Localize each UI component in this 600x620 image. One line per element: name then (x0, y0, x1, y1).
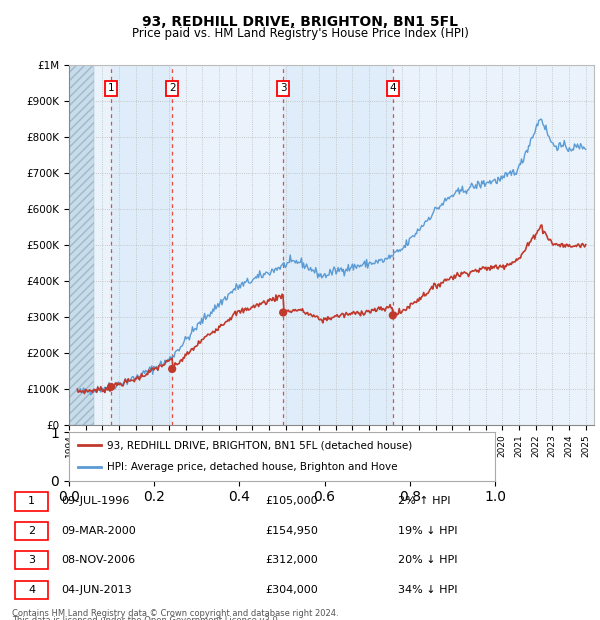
Text: 09-MAR-2000: 09-MAR-2000 (61, 526, 136, 536)
Text: 09-JUL-1996: 09-JUL-1996 (61, 497, 130, 507)
Text: 2% ↑ HPI: 2% ↑ HPI (398, 497, 451, 507)
Text: 08-NOV-2006: 08-NOV-2006 (61, 556, 135, 565)
Text: £304,000: £304,000 (265, 585, 318, 595)
Text: 93, REDHILL DRIVE, BRIGHTON, BN1 5FL (detached house): 93, REDHILL DRIVE, BRIGHTON, BN1 5FL (de… (107, 440, 413, 450)
Text: 2: 2 (28, 526, 35, 536)
Bar (111, 65, 172, 425)
FancyBboxPatch shape (15, 581, 48, 599)
Text: 04-JUN-2013: 04-JUN-2013 (61, 585, 131, 595)
Text: 4: 4 (389, 84, 396, 94)
Text: £154,950: £154,950 (265, 526, 319, 536)
Text: 4: 4 (28, 585, 35, 595)
Text: 34% ↓ HPI: 34% ↓ HPI (398, 585, 457, 595)
Text: 2: 2 (169, 84, 175, 94)
Text: £105,000: £105,000 (265, 497, 318, 507)
Text: HPI: Average price, detached house, Brighton and Hove: HPI: Average price, detached house, Brig… (107, 463, 398, 472)
Text: Price paid vs. HM Land Registry's House Price Index (HPI): Price paid vs. HM Land Registry's House … (131, 27, 469, 40)
Text: 93, REDHILL DRIVE, BRIGHTON, BN1 5FL: 93, REDHILL DRIVE, BRIGHTON, BN1 5FL (142, 16, 458, 30)
Text: 1: 1 (28, 497, 35, 507)
FancyBboxPatch shape (15, 551, 48, 569)
Point (167, 364, 177, 374)
Text: This data is licensed under the Open Government Licence v3.0.: This data is licensed under the Open Gov… (12, 616, 280, 620)
Text: Contains HM Land Registry data © Crown copyright and database right 2024.: Contains HM Land Registry data © Crown c… (12, 609, 338, 618)
Point (388, 311, 398, 321)
Point (106, 382, 116, 392)
Text: 3: 3 (280, 84, 286, 94)
Text: 20% ↓ HPI: 20% ↓ HPI (398, 556, 457, 565)
FancyBboxPatch shape (15, 522, 48, 540)
Text: 3: 3 (28, 556, 35, 565)
Point (278, 308, 288, 317)
Text: 1: 1 (107, 84, 115, 94)
Bar (283, 65, 393, 425)
FancyBboxPatch shape (15, 492, 48, 510)
Text: £312,000: £312,000 (265, 556, 318, 565)
Bar (69, 65, 94, 425)
Text: 19% ↓ HPI: 19% ↓ HPI (398, 526, 457, 536)
